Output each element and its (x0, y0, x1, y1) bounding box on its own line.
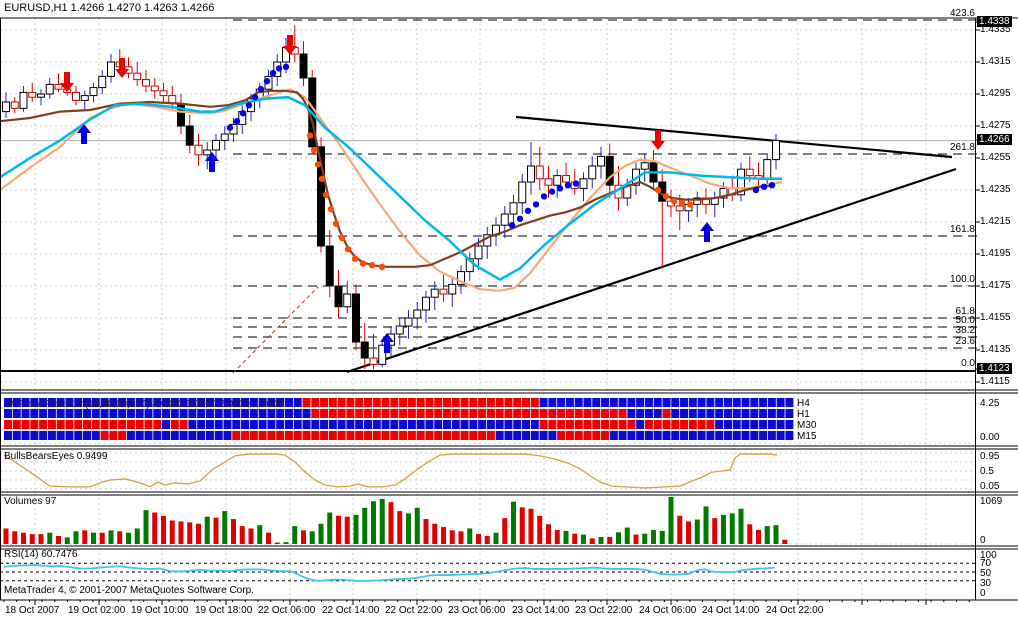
trend-dot-orange (318, 175, 326, 182)
buy-arrow-icon (700, 222, 714, 242)
chart-title: EURUSD,H1 1.4266 1.4270 1.4263 1.4266 (4, 2, 215, 14)
trend-dot-blue (263, 78, 271, 85)
buy-arrow-icon (77, 124, 91, 144)
trend-dot-orange (338, 234, 346, 242)
trend-dot-blue (245, 102, 253, 109)
trend-dot-orange (314, 161, 322, 168)
sell-arrow-icon (283, 35, 297, 55)
volume-bars (3, 497, 788, 544)
trend-dot-blue (548, 188, 556, 195)
trend-dot-orange (344, 246, 352, 253)
trend-dot-blue (508, 222, 516, 229)
sell-arrow-icon (60, 72, 74, 92)
trend-dot-blue (540, 193, 548, 200)
trend-dot-blue (516, 215, 524, 222)
lower-trendline (346, 167, 957, 374)
trend-dot-orange (378, 263, 386, 270)
trend-dot-orange (670, 198, 678, 205)
trend-dot-blue (275, 65, 283, 72)
trend-dot-blue (752, 186, 760, 194)
ma-brown-line (0, 89, 776, 268)
trend-dot-blue (239, 110, 247, 117)
trend-dot-orange (686, 201, 694, 208)
trend-dot-blue (269, 70, 277, 77)
sell-arrow-icon (651, 130, 665, 150)
trend-dot-blue (233, 118, 241, 125)
trend-dot-blue (572, 180, 580, 187)
buy-arrow-icon (380, 333, 394, 353)
trend-dot-blue (251, 94, 259, 101)
sell-arrow-icon (115, 58, 129, 78)
bbe-line (3, 453, 778, 489)
trend-dot-orange (327, 206, 335, 213)
trend-dot-orange (332, 220, 340, 227)
trend-dot-orange (351, 255, 359, 262)
upper-trendline (515, 115, 953, 159)
trend-dot-blue (768, 182, 776, 189)
trend-dot-orange (678, 199, 686, 206)
trend-dot-blue (226, 124, 234, 131)
trend-dot-orange (662, 193, 670, 200)
trend-dot-orange (306, 132, 314, 139)
trend-dot-blue (532, 201, 540, 208)
forex-freedom-heatmap (4, 398, 794, 440)
fib-diagonal-line (232, 286, 319, 374)
trend-dot-orange (310, 146, 318, 154)
trend-dot-orange (368, 262, 376, 269)
trend-dot-orange (322, 191, 330, 198)
trend-dot-orange (654, 186, 662, 194)
ma-cyan-line (0, 95, 782, 282)
trend-dot-orange (359, 260, 367, 267)
trend-dot-blue (556, 185, 564, 192)
trend-dot-blue (760, 183, 768, 190)
rsi-line (3, 564, 776, 582)
trend-dot-blue (257, 86, 265, 93)
trend-dot-blue (282, 63, 290, 70)
trend-dot-blue (564, 182, 572, 189)
ma-salmon-line (0, 88, 783, 292)
trend-dot-blue (524, 207, 532, 214)
buy-arrow-icon (205, 152, 219, 172)
